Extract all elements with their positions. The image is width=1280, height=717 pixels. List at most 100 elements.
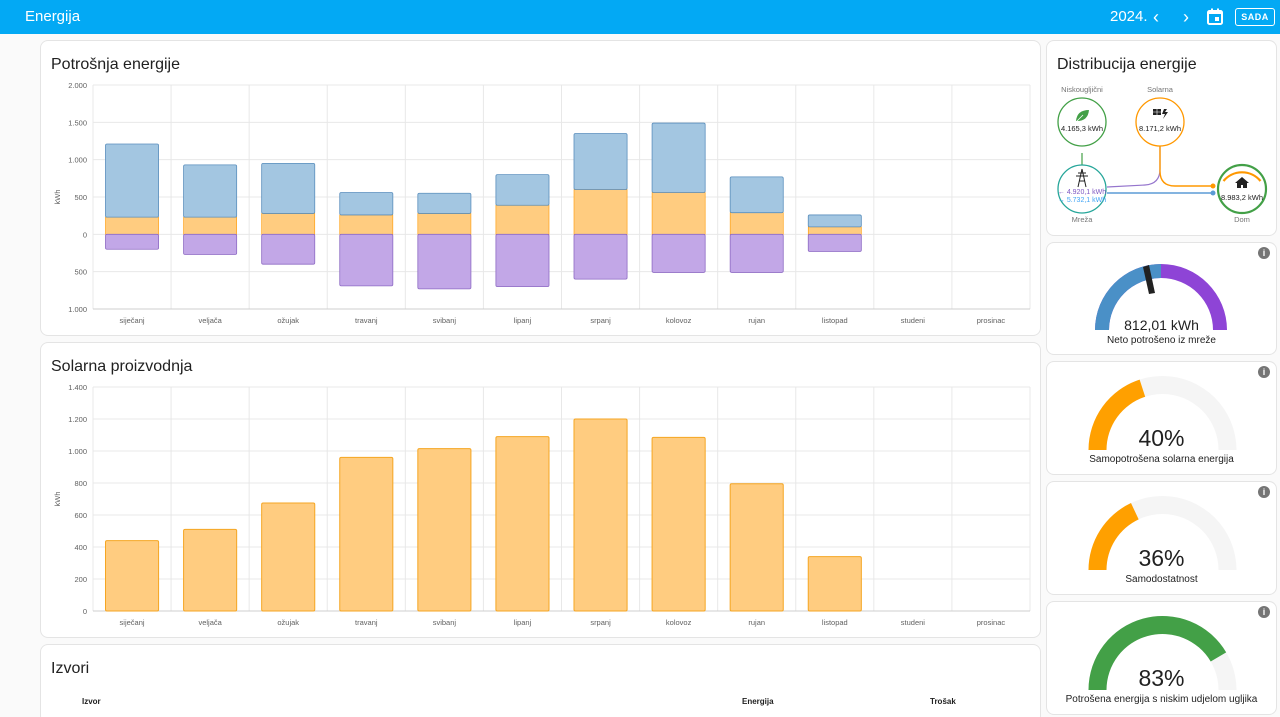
calendar-icon[interactable] <box>1203 5 1227 29</box>
gauge-value: 812,01 kWh <box>1124 317 1199 333</box>
x-tick-label: prosinac <box>977 618 1006 627</box>
grid-node[interactable] <box>1057 164 1107 214</box>
gauge-fill <box>1088 503 1139 570</box>
gauge-label: Potrošena energija s niskim udjelom uglj… <box>1065 694 1258 705</box>
bar-return[interactable] <box>495 233 550 287</box>
bar-solar[interactable] <box>339 214 394 235</box>
gauge-fill <box>1088 379 1146 450</box>
x-tick-label: travanj <box>355 316 378 325</box>
bar-solar[interactable] <box>807 226 862 235</box>
solar-to-grid-flow <box>1106 146 1161 188</box>
bar-return[interactable] <box>183 233 238 255</box>
column-header-source[interactable]: Izvor <box>82 697 101 706</box>
bar-return[interactable] <box>651 233 706 273</box>
column-header-energy[interactable]: Energija <box>742 697 774 706</box>
bar-grid[interactable] <box>105 143 159 218</box>
bar-solar[interactable] <box>495 204 550 235</box>
bar-return[interactable] <box>729 233 784 273</box>
bar-solar[interactable] <box>651 436 706 612</box>
x-tick-label: ožujak <box>277 618 299 627</box>
chevron-right-icon[interactable]: › <box>1183 7 1189 27</box>
bar-solar[interactable] <box>183 528 238 612</box>
gauge-needle <box>1143 265 1155 294</box>
flow-dot-solar <box>1210 183 1216 189</box>
bar-grid[interactable] <box>651 122 706 193</box>
bar-solar[interactable] <box>573 189 628 235</box>
info-icon[interactable]: i <box>1258 247 1270 259</box>
bar-grid[interactable] <box>339 192 394 216</box>
bar-grid[interactable] <box>261 163 316 214</box>
home-node[interactable] <box>1216 163 1268 215</box>
bar-return[interactable] <box>261 233 316 265</box>
y-tick-label: 0 <box>83 230 87 239</box>
grid-label: Mreža <box>1072 215 1094 224</box>
bar-grid[interactable] <box>729 176 784 214</box>
low-carbon-gauge <box>1088 616 1237 690</box>
bar-solar[interactable] <box>729 212 784 235</box>
bar-solar[interactable] <box>104 540 160 612</box>
bar-solar[interactable] <box>261 213 316 235</box>
energy-usage-chart: 2.000 1.500 1.000 500 0 500 1.000 kWh siječanj ve… <box>53 81 1031 325</box>
bar-return[interactable] <box>417 233 472 290</box>
bar-solar[interactable] <box>573 418 628 612</box>
x-tick-label: studeni <box>901 618 926 627</box>
gauge-label: Samopotrošena solarna energija <box>1089 454 1234 465</box>
bar-solar[interactable] <box>729 483 784 612</box>
bar-solar[interactable] <box>417 213 472 235</box>
app-title: Energija <box>25 8 81 25</box>
bar-solar[interactable] <box>183 216 237 235</box>
bar-solar[interactable] <box>651 192 706 235</box>
solar-production-chart: 1.400 1.200 1.000 800 600 400 200 0 kWh siječanj v… <box>53 383 1031 627</box>
gauge-consume-arc <box>1095 264 1161 330</box>
bar-solar[interactable] <box>417 448 472 612</box>
x-tick-label: rujan <box>748 316 765 325</box>
low-carbon-value: 4.165,3 kWh <box>1061 124 1103 133</box>
y-tick-label: 600 <box>74 511 87 520</box>
x-tick-label: srpanj <box>590 618 611 627</box>
bar-return[interactable] <box>807 233 862 252</box>
info-icon[interactable]: i <box>1258 486 1270 498</box>
x-tick-label: listopad <box>822 316 848 325</box>
x-tick-label: veljača <box>198 316 222 325</box>
gauge-fill <box>1088 616 1227 690</box>
y-tick-label: 2.000 <box>68 81 87 90</box>
bar-grid[interactable] <box>183 164 238 218</box>
info-icon[interactable]: i <box>1258 606 1270 618</box>
energy-distribution-diagram: Niskougljični 4.165,3 kWh Solarna 8.171,… <box>1057 85 1268 224</box>
x-tick-label: veljača <box>198 618 222 627</box>
transmission-tower-icon <box>1076 168 1088 188</box>
energy-distribution-title: Distribucija energije <box>1057 56 1197 73</box>
solar-label: Solarna <box>1147 85 1174 94</box>
y-tick-label: 200 <box>74 575 87 584</box>
x-tick-label: siječanj <box>120 618 145 627</box>
energy-distribution-card: Distribucija energije Niskougljični 4.16… <box>1046 40 1277 236</box>
bar-solar[interactable] <box>105 216 159 235</box>
bar-solar[interactable] <box>339 456 394 612</box>
low-carbon-node[interactable] <box>1057 97 1107 147</box>
y-tick-label: 500 <box>74 268 87 277</box>
now-button[interactable]: SADA <box>1235 8 1275 26</box>
column-header-cost[interactable]: Trošak <box>930 697 956 706</box>
grid-net-consumption-card: i 812,01 kWh Neto potrošeno iz mreže <box>1046 242 1277 355</box>
y-tick-label: 400 <box>74 543 87 552</box>
y-tick-label: 0 <box>83 607 87 616</box>
bar-grid[interactable] <box>495 174 550 206</box>
solar-to-home-flow <box>1159 146 1211 187</box>
bar-solar[interactable] <box>807 556 862 612</box>
bar-return[interactable] <box>339 233 394 287</box>
bar-solar[interactable] <box>495 436 550 612</box>
bar-grid[interactable] <box>807 214 862 228</box>
bar-grid[interactable] <box>417 192 472 214</box>
bar-return[interactable] <box>105 233 159 250</box>
info-icon[interactable]: i <box>1258 366 1270 378</box>
x-tick-label: travanj <box>355 618 378 627</box>
solar-node[interactable] <box>1135 97 1185 147</box>
bar-return[interactable] <box>573 233 628 280</box>
solar-panel-icon <box>1153 109 1168 119</box>
home-label: Dom <box>1234 215 1250 224</box>
bar-grid[interactable] <box>573 133 628 190</box>
x-tick-label: rujan <box>748 618 765 627</box>
gauge-value: 40% <box>1138 425 1185 451</box>
chevron-left-icon[interactable]: ‹ <box>1153 7 1159 27</box>
bar-solar[interactable] <box>261 502 316 612</box>
